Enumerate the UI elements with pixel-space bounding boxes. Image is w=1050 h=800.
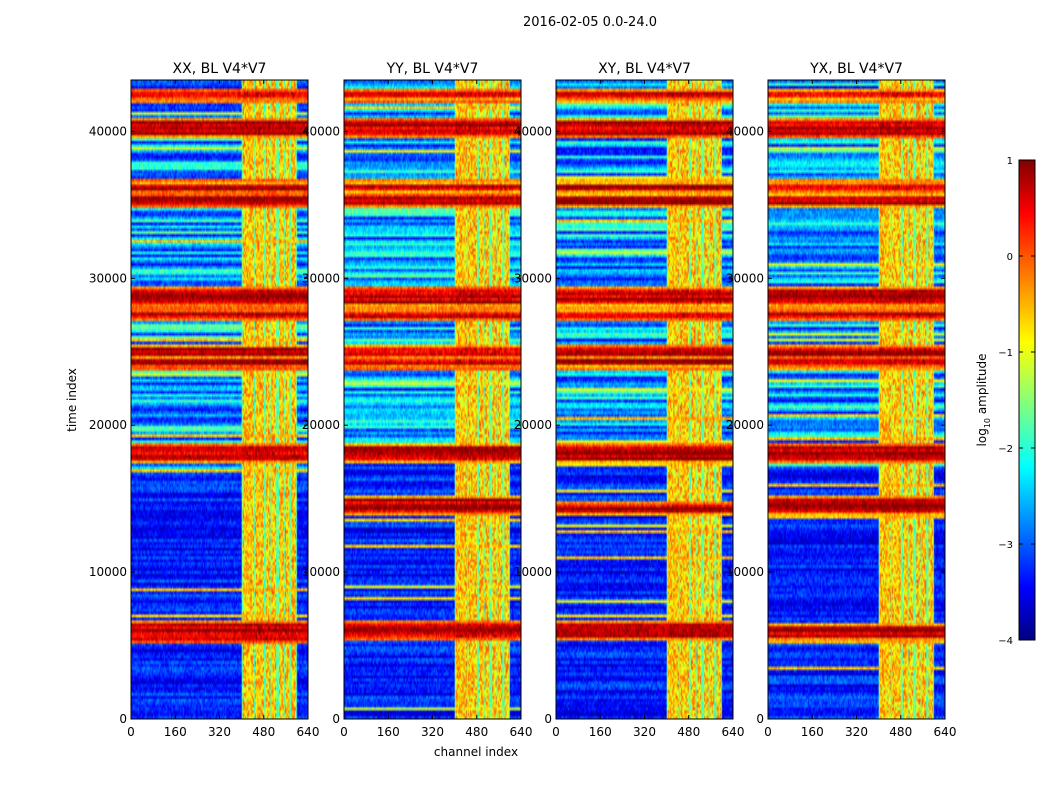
heatmap-panels: XX, BL V4*V7 0 160 320 480 640 0 10000 20000 3000…	[89, 61, 957, 739]
colorbar-label: log10 amplitude	[975, 354, 992, 447]
x-tick-label: 320	[633, 725, 656, 739]
x-tick-label: 160	[164, 725, 187, 739]
colorbar-label-rest: amplitude	[975, 354, 989, 418]
y-axis-label: time index	[65, 368, 79, 432]
figure-suptitle: 2016-02-05 0.0-24.0	[523, 15, 657, 30]
x-tick-label: 160	[377, 725, 400, 739]
y-tick-label: 40000	[89, 124, 127, 138]
y-tick-label: 40000	[302, 124, 340, 138]
y-tick-label: 20000	[302, 418, 340, 432]
heatmap-image	[768, 80, 945, 719]
y-tick-label: 30000	[514, 271, 552, 285]
y-tick-label: 30000	[302, 271, 340, 285]
colorbar-tick-label: 0	[1007, 252, 1013, 263]
x-tick-label: 320	[421, 725, 444, 739]
heatmap-image	[344, 80, 521, 719]
y-tick-label: 10000	[302, 565, 340, 579]
x-tick-label: 0	[552, 725, 560, 739]
y-tick-label: 30000	[89, 271, 127, 285]
y-tick-label: 0	[332, 712, 340, 726]
colorbar-tick-label: −2	[998, 444, 1013, 455]
y-tick-label: 10000	[726, 565, 764, 579]
heatmap-panel-3: XY, BL V4*V7 0 160 320 480 640 0 10000 20000 3000…	[514, 61, 745, 739]
heatmap-image	[131, 80, 308, 719]
colorbar-tick-label: −4	[998, 636, 1013, 647]
y-tick-label: 40000	[726, 124, 764, 138]
x-tick-label: 160	[801, 725, 824, 739]
x-tick-label: 0	[340, 725, 348, 739]
y-tick-label: 0	[756, 712, 764, 726]
x-tick-label: 160	[589, 725, 612, 739]
x-tick-label: 320	[208, 725, 231, 739]
colorbar-tick-label: −3	[998, 540, 1013, 551]
colorbar-ticks: 1 0 −1 −2 −3 −4	[998, 156, 1035, 647]
heatmap-panel-4: YX, BL V4*V7 0 160 320 480 640 0 10000 20000 3000…	[726, 61, 957, 739]
colorbar-gradient	[1018, 159, 1036, 641]
colorbar-label-sub: 10	[983, 418, 992, 428]
x-tick-label: 0	[764, 725, 772, 739]
x-tick-label: 640	[722, 725, 745, 739]
x-tick-label: 320	[845, 725, 868, 739]
heatmap-panel-2: YY, BL V4*V7 0 160 320 480 640 0 10000 20000 3000…	[302, 61, 533, 739]
colorbar: 10−1−2−3−4 log10 amplitude	[975, 156, 1036, 647]
y-tick-label: 0	[119, 712, 127, 726]
y-tick-label: 10000	[89, 565, 127, 579]
panel-title: YX, BL V4*V7	[809, 61, 903, 77]
y-tick-label: 40000	[514, 124, 552, 138]
x-axis-label: channel index	[434, 745, 518, 759]
y-tick-label: 10000	[514, 565, 552, 579]
heatmap-image	[556, 80, 733, 719]
y-tick-label: 0	[544, 712, 552, 726]
x-tick-label: 640	[297, 725, 320, 739]
x-tick-label: 640	[934, 725, 957, 739]
x-tick-label: 480	[677, 725, 700, 739]
y-tick-label: 20000	[726, 418, 764, 432]
x-tick-label: 480	[889, 725, 912, 739]
colorbar-tick-label: −1	[998, 348, 1013, 359]
x-tick-label: 0	[127, 725, 135, 739]
heatmap-panel-1: XX, BL V4*V7 0 160 320 480 640 0 10000 20000 3000…	[89, 61, 320, 739]
panel-title: YY, BL V4*V7	[386, 61, 479, 77]
x-tick-label: 480	[465, 725, 488, 739]
y-tick-label: 20000	[514, 418, 552, 432]
colorbar-tick-label: 1	[1007, 156, 1013, 167]
y-tick-label: 20000	[89, 418, 127, 432]
colorbar-label-base: log	[975, 428, 989, 446]
x-tick-label: 480	[252, 725, 275, 739]
panel-title: XY, BL V4*V7	[598, 61, 691, 77]
x-tick-label: 640	[510, 725, 533, 739]
panel-title: XX, BL V4*V7	[173, 61, 267, 77]
y-tick-label: 30000	[726, 271, 764, 285]
